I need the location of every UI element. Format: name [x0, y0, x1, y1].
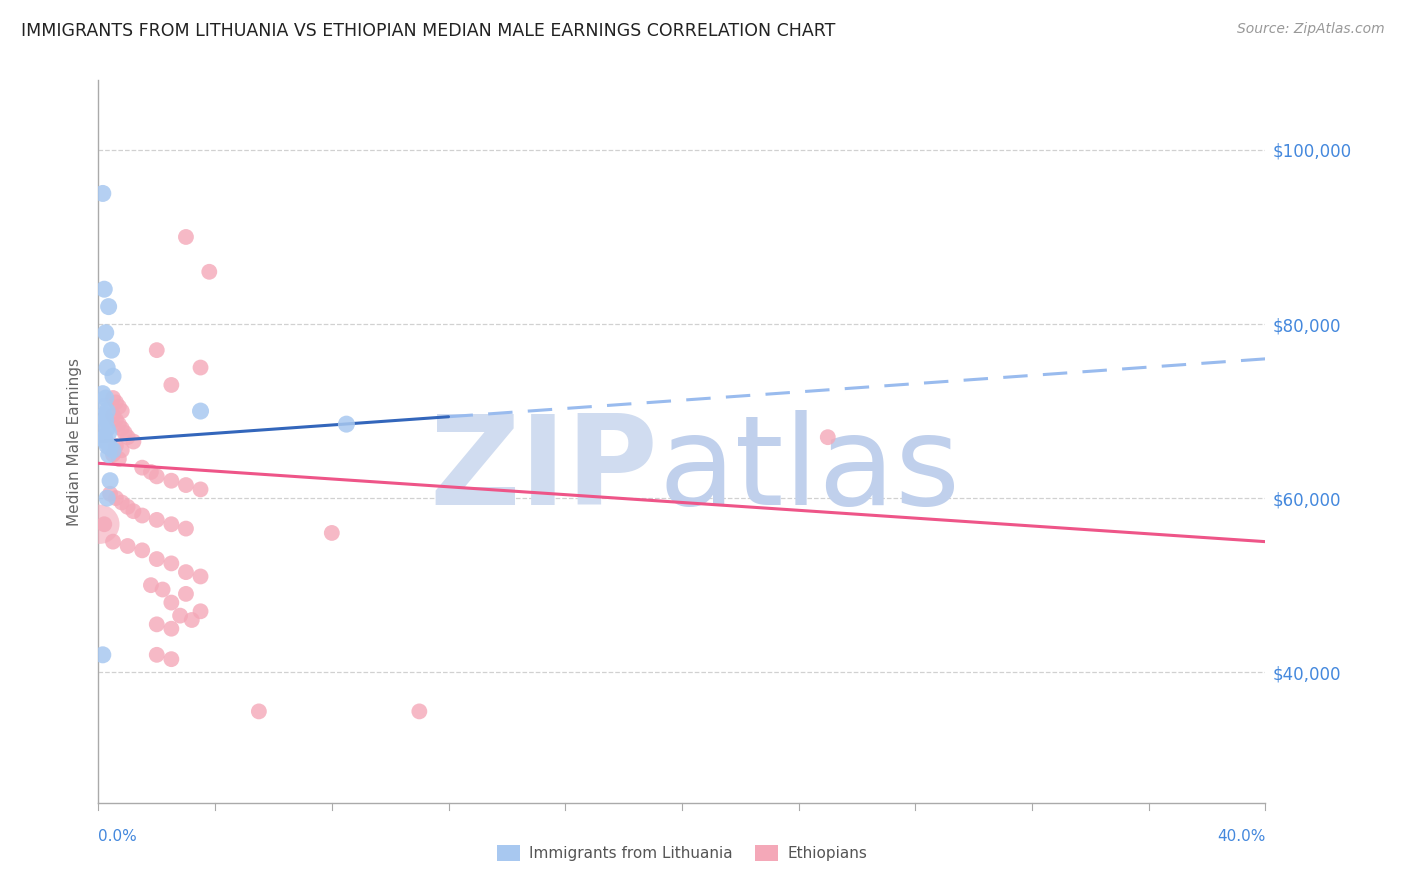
Point — [94, 391, 117, 405]
Point — [122, 504, 145, 518]
Point — [160, 517, 183, 532]
Point — [160, 622, 183, 636]
Point — [174, 478, 197, 492]
Point — [104, 413, 127, 427]
Point — [139, 465, 162, 479]
Point — [104, 439, 127, 453]
Point — [94, 434, 117, 449]
Point — [190, 569, 212, 583]
Point — [122, 434, 145, 449]
Text: IMMIGRANTS FROM LITHUANIA VS ETHIOPIAN MEDIAN MALE EARNINGS CORRELATION CHART: IMMIGRANTS FROM LITHUANIA VS ETHIOPIAN M… — [21, 22, 835, 40]
Point — [146, 552, 169, 566]
Point — [174, 230, 197, 244]
Point — [146, 648, 169, 662]
Point — [89, 517, 111, 532]
Point — [408, 705, 430, 719]
Point — [108, 400, 131, 414]
Point — [98, 474, 121, 488]
Point — [91, 386, 114, 401]
Point — [160, 652, 183, 666]
Point — [97, 448, 120, 462]
Point — [190, 604, 212, 618]
Point — [111, 443, 134, 458]
Point — [117, 539, 139, 553]
Text: 0.0%: 0.0% — [98, 829, 138, 844]
Point — [101, 369, 124, 384]
Point — [97, 300, 120, 314]
Point — [146, 513, 169, 527]
Text: 40.0%: 40.0% — [1218, 829, 1265, 844]
Point — [108, 417, 131, 431]
Point — [190, 360, 212, 375]
Text: atlas: atlas — [658, 410, 960, 531]
Point — [117, 430, 139, 444]
Point — [111, 404, 134, 418]
Point — [169, 608, 191, 623]
Point — [104, 491, 127, 505]
Point — [93, 400, 115, 414]
Text: Source: ZipAtlas.com: Source: ZipAtlas.com — [1237, 22, 1385, 37]
Point — [174, 522, 197, 536]
Point — [146, 343, 169, 358]
Point — [111, 421, 134, 435]
Point — [131, 460, 153, 475]
Point — [101, 448, 124, 462]
Point — [96, 439, 118, 453]
Point — [91, 648, 114, 662]
Point — [93, 430, 115, 444]
Point — [91, 417, 114, 431]
Point — [101, 534, 124, 549]
Point — [117, 500, 139, 514]
Point — [100, 343, 122, 358]
Point — [139, 578, 162, 592]
Point — [174, 587, 197, 601]
Point — [101, 443, 124, 458]
Point — [98, 441, 121, 455]
Point — [160, 378, 183, 392]
Point — [93, 517, 115, 532]
Point — [114, 425, 136, 440]
Point — [93, 282, 115, 296]
Point — [131, 508, 153, 523]
Point — [160, 596, 183, 610]
Y-axis label: Median Male Earnings: Median Male Earnings — [67, 358, 83, 525]
Point — [96, 404, 118, 418]
Point — [190, 404, 212, 418]
Point — [146, 617, 169, 632]
Point — [146, 469, 169, 483]
Point — [98, 487, 121, 501]
Point — [817, 430, 839, 444]
Point — [96, 421, 118, 435]
Legend: Immigrants from Lithuania, Ethiopians: Immigrants from Lithuania, Ethiopians — [491, 839, 873, 867]
Point — [91, 186, 114, 201]
Point — [198, 265, 221, 279]
Point — [108, 452, 131, 467]
Point — [174, 565, 197, 579]
Text: ZIP: ZIP — [430, 410, 658, 531]
Point — [111, 495, 134, 509]
Point — [97, 425, 120, 440]
Point — [96, 360, 118, 375]
Point — [104, 395, 127, 409]
Point — [96, 491, 118, 505]
Point — [190, 483, 212, 497]
Point — [101, 391, 124, 405]
Point — [94, 413, 117, 427]
Point — [160, 557, 183, 571]
Point — [94, 326, 117, 340]
Point — [335, 417, 357, 431]
Point — [101, 409, 124, 423]
Point — [321, 525, 343, 540]
Point — [91, 432, 114, 446]
Point — [93, 409, 115, 423]
Point — [180, 613, 202, 627]
Point — [247, 705, 270, 719]
Point — [152, 582, 174, 597]
Point — [131, 543, 153, 558]
Point — [160, 474, 183, 488]
